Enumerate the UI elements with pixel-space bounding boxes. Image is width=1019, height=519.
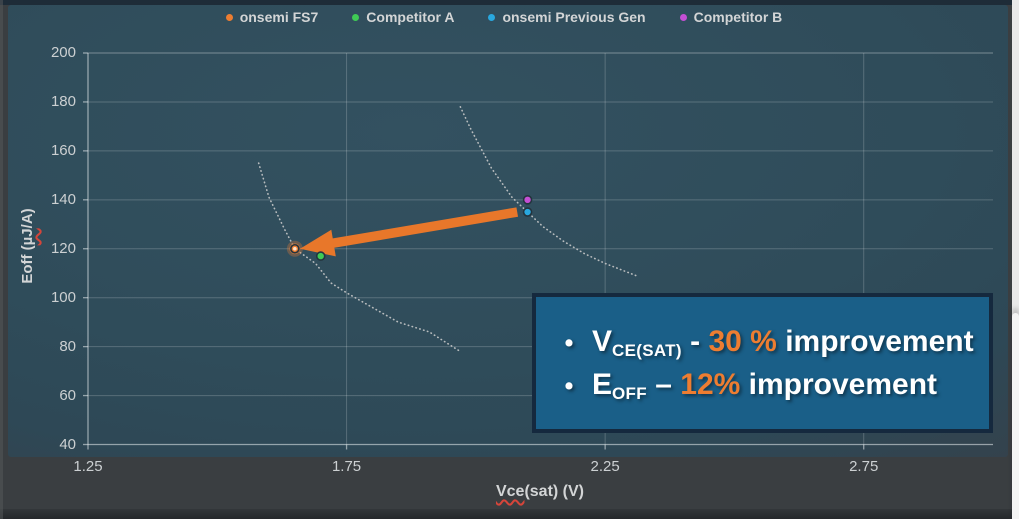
x-axis-title-text: (sat) (V): [524, 483, 585, 500]
y-tick-label: 120: [50, 239, 76, 257]
y-tick-label: 140: [50, 190, 76, 208]
legend-marker-icon: [679, 13, 687, 21]
y-axis-title-text: Eoff (: [19, 245, 36, 284]
eoff-symbol: E: [592, 368, 613, 401]
improvement-arrow-shaft: [326, 207, 519, 249]
x-tick-label: 1.25: [73, 458, 103, 475]
legend-item: onsemi Previous Gen: [488, 9, 646, 25]
y-tick-label: 160: [50, 141, 76, 159]
callout-line-eoff: • E OFF – 12% improvement: [546, 365, 989, 408]
window-top-edge: [0, 0, 1019, 5]
eoff-improvement-value: 12%: [680, 368, 741, 401]
y-axis-title: Eoff (µJ/A): [19, 166, 39, 326]
legend-item: Competitor A: [352, 9, 454, 25]
separator: -: [681, 325, 709, 358]
x-tick-label: 2.25: [590, 458, 620, 475]
window-bottom-edge: [0, 509, 1019, 519]
bullet-icon: •: [564, 329, 574, 357]
y-tick-label: 80: [59, 337, 76, 355]
x-tick-label: 1.75: [331, 458, 362, 475]
x-tick-label: 2.75: [849, 458, 879, 475]
improvement-text: improvement: [776, 325, 974, 358]
vcesat-symbol: V: [592, 325, 613, 358]
improvement-arrow-head: [300, 229, 336, 257]
vcesat-improvement-value: 30 %: [708, 325, 777, 358]
vcesat-subscript: CE(SAT): [612, 341, 682, 360]
tradeoff-curve: [257, 162, 462, 353]
y-tick-label: 100: [50, 288, 76, 306]
eoff-subscript: OFF: [612, 384, 647, 403]
data-point: [315, 251, 326, 261]
data-point: [522, 195, 533, 205]
legend-marker-icon: [488, 13, 496, 21]
y-axis-title-misspelled: µJ: [19, 228, 36, 246]
callout-box: • V CE(SAT) - 30 % improvement • E OFF – 12%…: [532, 293, 993, 433]
separator: –: [646, 368, 681, 401]
improvement-text: improvement: [740, 368, 938, 401]
data-point-core: [293, 246, 297, 251]
y-tick-label: 40: [59, 435, 76, 453]
y-axis-title-text: /A): [19, 208, 36, 229]
window-left-edge: [0, 0, 3, 519]
legend-item: Competitor B: [679, 9, 783, 25]
x-axis-title: Vce(sat) (V): [420, 483, 660, 501]
scrollbar-track[interactable]: [1012, 0, 1019, 519]
y-tick-label: 200: [50, 44, 76, 61]
legend-item: onsemi FS7: [225, 9, 319, 25]
legend-label: Competitor A: [366, 9, 455, 25]
legend-marker-icon: [225, 13, 233, 21]
legend-label: onsemi FS7: [239, 9, 319, 25]
scrollbar-thumb[interactable]: [1012, 313, 1019, 519]
callout-line-vcesat: • V CE(SAT) - 30 % improvement: [546, 322, 989, 365]
bullet-icon: •: [564, 372, 574, 400]
x-axis-title-misspelled: Vce: [495, 483, 525, 500]
legend-label: Competitor B: [693, 9, 783, 25]
legend-label: onsemi Previous Gen: [502, 9, 646, 25]
y-tick-label: 60: [59, 386, 76, 404]
legend-marker-icon: [352, 13, 360, 21]
data-point: [522, 207, 533, 217]
chart-legend: onsemi FS7 Competitor A onsemi Previous Ge…: [0, 9, 1008, 25]
y-tick-label: 180: [50, 92, 76, 110]
tradeoff-curve: [459, 106, 637, 277]
